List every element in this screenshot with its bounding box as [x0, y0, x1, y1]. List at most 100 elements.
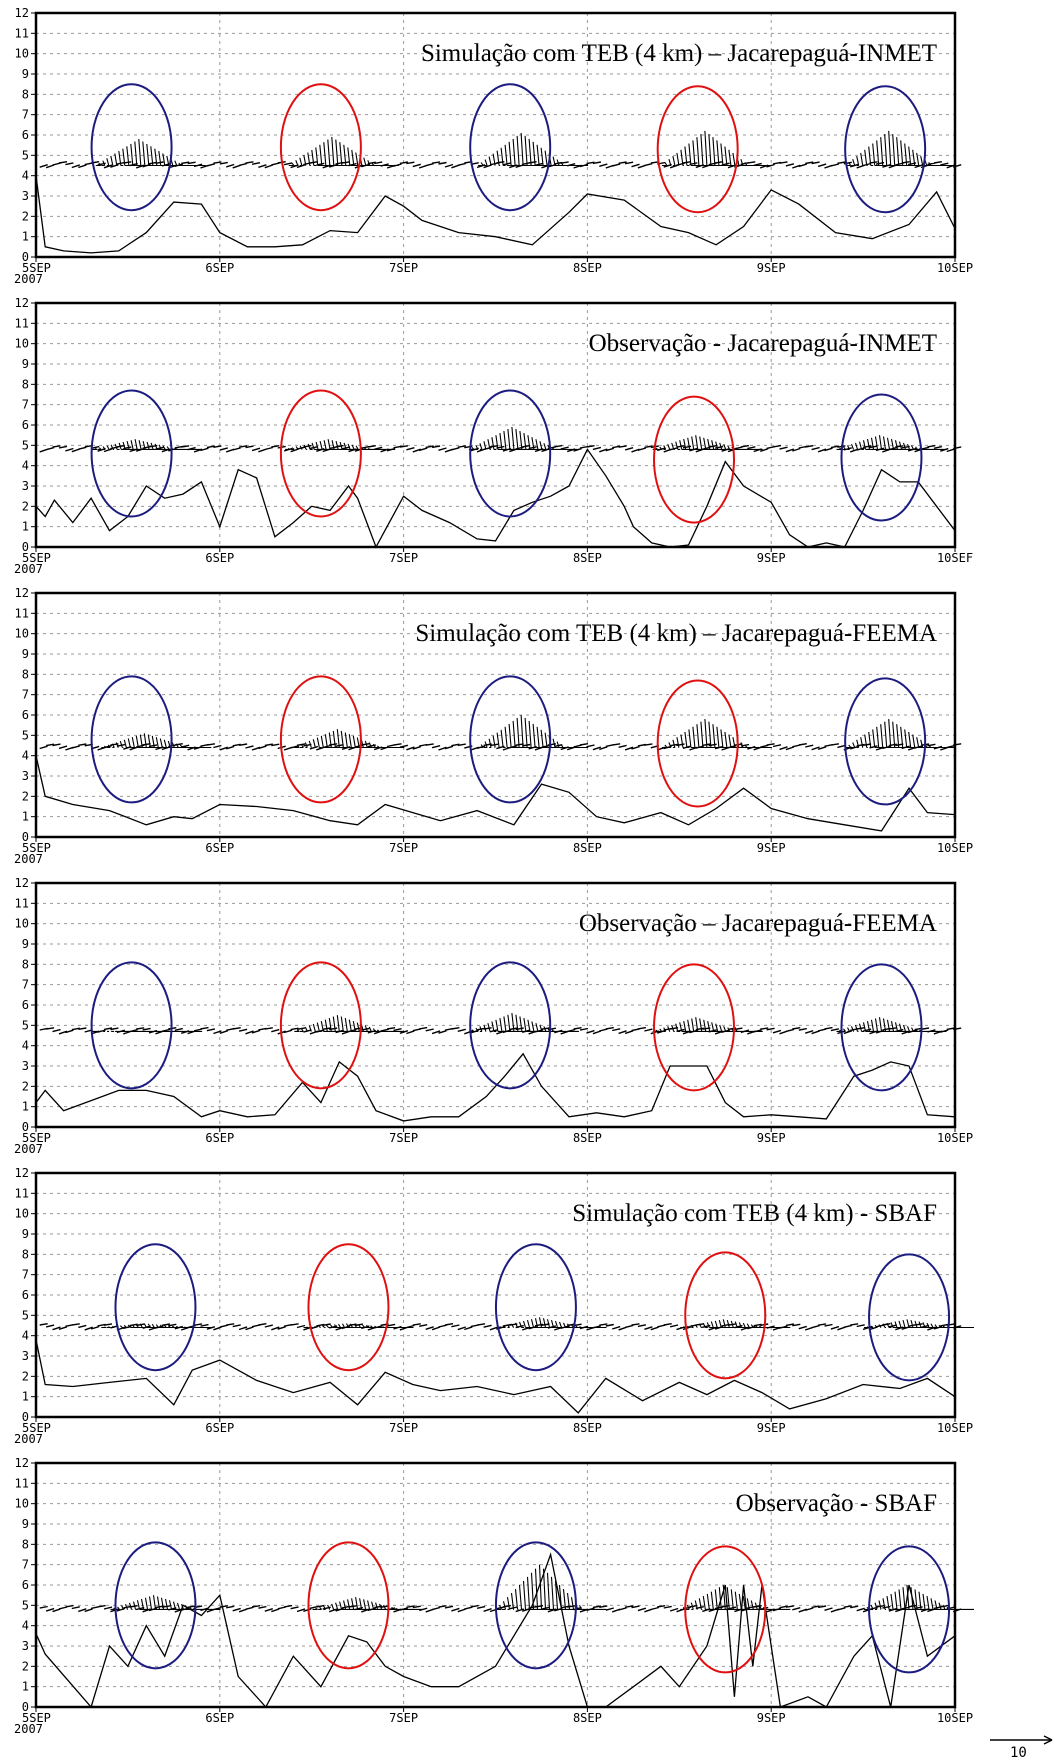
y-tick-label: 1 — [22, 1390, 29, 1404]
y-tick-label: 4 — [22, 1619, 29, 1633]
x-tick-label: 9SEP — [757, 841, 786, 855]
highlight-circle-red — [279, 83, 362, 212]
y-tick-label: 9 — [22, 357, 29, 371]
wind-vector-peak — [303, 1323, 414, 1329]
wind-vector-peak — [478, 132, 589, 167]
y-tick-label: 8 — [22, 667, 29, 681]
x-tick-label: 10SEP — [937, 1711, 973, 1725]
highlight-circle-blue — [90, 675, 173, 804]
highlight-circle-blue — [844, 85, 927, 214]
x-tick-label: 9SEP — [757, 1711, 786, 1725]
series-line — [35, 1339, 956, 1414]
y-tick-label: 8 — [22, 957, 29, 971]
plot-frame — [34, 881, 957, 1129]
y-tick-label: 6 — [22, 1578, 29, 1592]
plot-frame — [34, 1171, 957, 1419]
y-tick-label: 12 — [15, 876, 29, 890]
y-tick-label: 8 — [22, 1537, 29, 1551]
y-tick-label: 1 — [22, 810, 29, 824]
panel-title: Observação – Jacarepaguá-FEEMA — [579, 910, 937, 937]
x-tick-label: 8SEP — [573, 841, 602, 855]
highlight-circle-blue — [844, 677, 927, 806]
highlight-circle-red — [307, 1243, 390, 1372]
wind-vector-peak — [478, 714, 589, 749]
y-tick-label: 5 — [22, 148, 29, 162]
y-tick-label: 0 — [22, 1700, 29, 1714]
x-tick-label: 6SEP — [205, 261, 234, 275]
y-tick-label: 9 — [22, 1517, 29, 1531]
highlight-circle-blue — [840, 393, 923, 522]
series-line — [35, 755, 956, 832]
highlight-circle-blue — [90, 961, 173, 1090]
wind-vector-peak — [845, 130, 956, 167]
y-tick-label: 1 — [22, 230, 29, 244]
wind-vector-peak — [661, 130, 772, 167]
highlight-circle-blue — [114, 1541, 197, 1670]
y-tick-label: 11 — [15, 316, 29, 330]
y-tick-label: 7 — [22, 1558, 29, 1572]
y-tick-label: 1 — [22, 520, 29, 534]
y-tick-label: 0 — [22, 540, 29, 554]
plot-frame — [34, 301, 957, 549]
panel-title: Simulação com TEB (4 km) - SBAF — [572, 1200, 937, 1227]
wind-vector-peak — [288, 136, 399, 167]
y-tick-label: 9 — [22, 647, 29, 661]
highlight-circle-red — [279, 961, 362, 1090]
x-tick-label: 5SEP — [22, 551, 51, 565]
series-line — [35, 1552, 956, 1709]
x-tick-label: 7SEP — [389, 551, 418, 565]
wind-vector-peak — [496, 1317, 607, 1329]
x-tick-label: 7SEP — [389, 1421, 418, 1435]
y-tick-label: 7 — [22, 688, 29, 702]
highlight-circle-blue — [840, 963, 923, 1092]
y-tick-label: 7 — [22, 978, 29, 992]
x-tick-label: 8SEP — [573, 1131, 602, 1145]
x-year-label: 2007 — [14, 852, 43, 866]
x-tick-label: 6SEP — [205, 1711, 234, 1725]
x-tick-label: 5SEP — [22, 1421, 51, 1435]
y-tick-label: 0 — [22, 1410, 29, 1424]
y-tick-label: 2 — [22, 499, 29, 513]
x-tick-label: 8SEP — [573, 551, 602, 565]
y-tick-label: 6 — [22, 128, 29, 142]
x-tick-label: 7SEP — [389, 1131, 418, 1145]
y-tick-label: 2 — [22, 1079, 29, 1093]
wind-vector-band — [39, 1604, 962, 1613]
wind-vector-peak — [312, 1597, 423, 1610]
reference-vector-label: 10 — [1010, 1745, 1027, 1760]
y-tick-label: 10 — [15, 1497, 29, 1511]
y-tick-label: 9 — [22, 1227, 29, 1241]
y-tick-label: 4 — [22, 459, 29, 473]
wind-vector-peak — [294, 1015, 405, 1032]
y-tick-label: 6 — [22, 1288, 29, 1302]
highlight-circle-blue — [494, 1243, 577, 1372]
y-tick-label: 11 — [15, 896, 29, 910]
x-tick-label: 5SEP — [22, 841, 51, 855]
y-tick-label: 9 — [22, 937, 29, 951]
y-tick-label: 3 — [22, 479, 29, 493]
y-tick-label: 2 — [22, 1369, 29, 1383]
y-tick-label: 4 — [22, 749, 29, 763]
x-tick-label: 10SEF — [937, 551, 973, 565]
x-tick-label: 8SEP — [573, 1421, 602, 1435]
y-tick-label: 11 — [15, 1186, 29, 1200]
x-year-label: 2007 — [14, 1432, 43, 1446]
panel-title: Observação - Jacarepaguá-INMET — [589, 330, 937, 357]
x-tick-label: 5SEP — [22, 1131, 51, 1145]
y-tick-label: 1 — [22, 1100, 29, 1114]
highlight-circle-blue — [494, 1541, 577, 1670]
wind-vector-peak — [836, 435, 947, 450]
plot-frame — [34, 1461, 957, 1709]
x-tick-label: 7SEP — [389, 1711, 418, 1725]
x-tick-label: 9SEP — [757, 1421, 786, 1435]
y-tick-label: 5 — [22, 728, 29, 742]
y-tick-label: 0 — [22, 250, 29, 264]
y-tick-label: 6 — [22, 418, 29, 432]
series-line — [35, 175, 956, 254]
x-tick-label: 8SEP — [573, 1711, 602, 1725]
wind-vector-band — [39, 1026, 962, 1035]
